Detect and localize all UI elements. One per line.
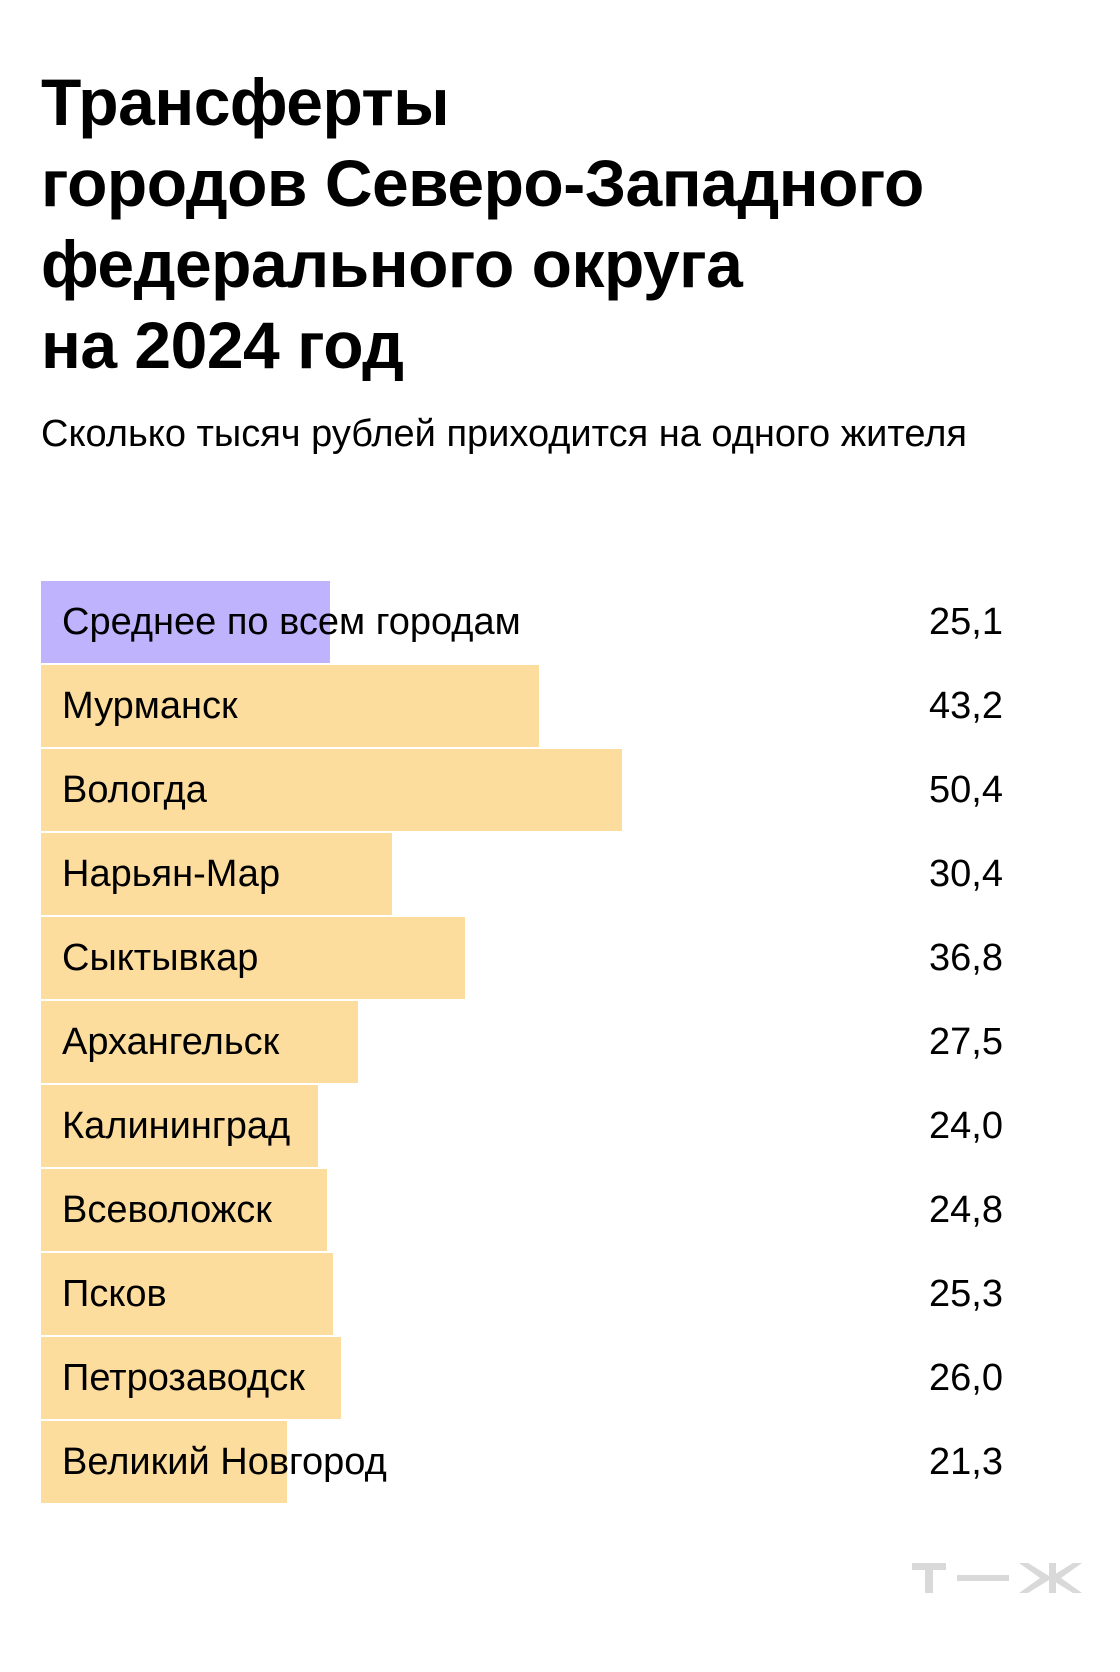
row-value: 50,4 (929, 769, 1003, 811)
row-value: 30,4 (929, 853, 1003, 895)
row-value: 21,3 (929, 1441, 1003, 1483)
row-value: 24,8 (929, 1189, 1003, 1231)
city-bar (41, 665, 540, 747)
table-row: Калининград 24,0 (41, 1085, 1041, 1167)
city-bar (41, 1001, 359, 1083)
city-bar (41, 1421, 287, 1503)
bar-chart: Среднее по всем городам 25,1 Мурманск 43,2 В… (41, 581, 1041, 1505)
chart-title: Трансферты городов Северо-Западного феде… (41, 62, 1081, 386)
city-bar (41, 1253, 333, 1335)
row-value: 36,8 (929, 937, 1003, 979)
title-line: на 2024 год (41, 308, 404, 382)
city-bar (41, 833, 392, 915)
table-row: Сыктывкар 36,8 (41, 917, 1041, 999)
row-label: Вологда (62, 769, 207, 811)
city-bar (41, 749, 623, 831)
row-label: Сыктывкар (62, 937, 259, 979)
row-label: Архангельск (62, 1021, 280, 1063)
city-bar (41, 1337, 341, 1419)
table-row: Великий Новгород 21,3 (41, 1421, 1041, 1503)
table-row: Нарьян-Мар 30,4 (41, 833, 1041, 915)
table-row: Петрозаводск 26,0 (41, 1337, 1041, 1419)
table-row: Вологда 50,4 (41, 749, 1041, 831)
tzh-logo-icon (912, 1563, 1082, 1593)
title-line: Трансферты (41, 65, 450, 139)
row-label: Среднее по всем городам (62, 601, 521, 643)
row-label: Великий Новгород (62, 1441, 387, 1483)
row-value: 24,0 (929, 1105, 1003, 1147)
city-bar (41, 1169, 327, 1251)
row-label: Петрозаводск (62, 1357, 305, 1399)
table-row: Псков 25,3 (41, 1253, 1041, 1335)
row-label: Нарьян-Мар (62, 853, 281, 895)
row-value: 25,1 (929, 601, 1003, 643)
city-bar (41, 917, 466, 999)
average-bar (41, 581, 331, 663)
title-line: федерального округа (41, 227, 743, 301)
row-label: Мурманск (62, 685, 238, 727)
city-bar (41, 1085, 318, 1167)
row-value: 27,5 (929, 1021, 1003, 1063)
table-row: Мурманск 43,2 (41, 665, 1041, 747)
chart-subtitle: Сколько тысяч рублей приходится на одног… (41, 413, 967, 455)
row-label: Всеволожск (62, 1189, 272, 1231)
title-line: городов Северо-Западного (41, 146, 924, 220)
row-value: 26,0 (929, 1357, 1003, 1399)
table-row: Всеволожск 24,8 (41, 1169, 1041, 1251)
table-row: Архангельск 27,5 (41, 1001, 1041, 1083)
row-value: 43,2 (929, 685, 1003, 727)
row-label: Псков (62, 1273, 167, 1315)
average-row: Среднее по всем городам 25,1 (41, 581, 1041, 663)
row-value: 25,3 (929, 1273, 1003, 1315)
row-label: Калининград (62, 1105, 291, 1147)
